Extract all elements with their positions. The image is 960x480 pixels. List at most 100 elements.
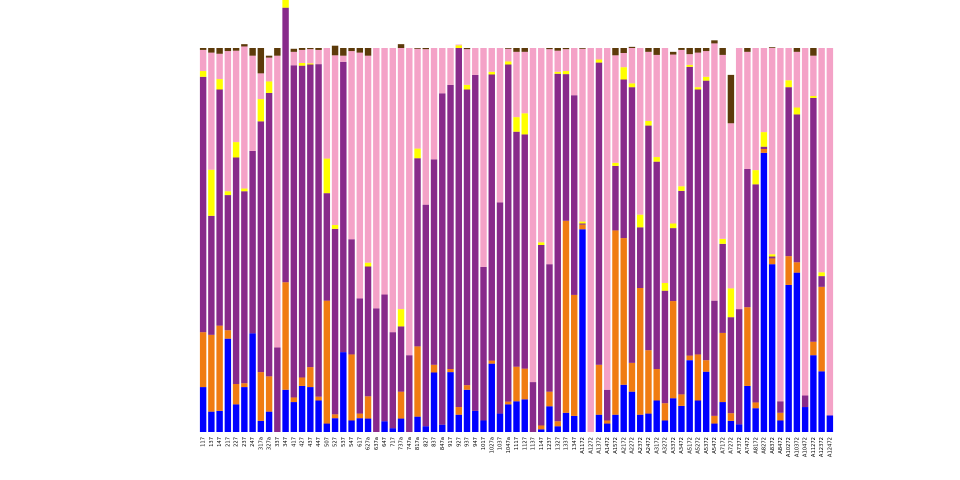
bar-segment-637a-s4: [373, 48, 380, 309]
bar-segment-A2172-s4: [620, 52, 627, 68]
bar-segment-737a-s2: [397, 326, 405, 392]
bar-segment-A2372-s3: [636, 214, 644, 228]
bar-segment-A7272-s1: [727, 413, 735, 421]
bar-segment-137-s1: [208, 334, 215, 412]
x-tick-label: A1572: [613, 437, 619, 454]
bar-segment-447-s5: [315, 48, 322, 50]
bar-segment-1117-s1: [513, 366, 520, 402]
bar-segment-A2372-s1: [636, 288, 644, 415]
bar-segment-1117-s3: [513, 117, 520, 132]
bar-segment-A12372-s4: [818, 48, 825, 273]
bar-segment-A8172-s2: [752, 184, 759, 403]
bar-segment-937-s1: [463, 385, 471, 390]
bar-segment-A8472-s1: [777, 412, 784, 421]
bar-segment-A3372-s4: [669, 54, 677, 224]
bar-segment-A8272-s1: [760, 148, 768, 153]
x-tick-label: 427: [300, 437, 306, 447]
bar-segment-1127-s3: [521, 113, 528, 135]
bar-segment-137-s3: [208, 169, 215, 216]
bar-segment-1117-s0: [513, 401, 520, 432]
bar-segment-A2272-s4: [628, 48, 636, 84]
bar-segment-A10372-s3: [793, 107, 801, 115]
bar-segment-437-s2: [307, 64, 314, 368]
x-tick-label: A5272: [696, 437, 702, 454]
bar-segment-1337-s4: [562, 49, 570, 72]
bar-segment-237-s0: [241, 387, 248, 432]
bar-segment-A1172-s2: [579, 223, 586, 225]
bar-segment-A2272-s3: [628, 83, 636, 88]
bar-segment-1117-s4: [513, 51, 520, 118]
bar-segment-447-s1: [315, 396, 322, 401]
bar-segment-817a-s1: [414, 346, 421, 417]
bar-segment-337-s4: [274, 55, 281, 348]
bar-segment-A7172-s4: [719, 54, 726, 239]
bar-segment-947-s4: [472, 48, 479, 75]
bar-segment-1347-s0: [571, 415, 578, 432]
bar-segment-1327-s4: [554, 50, 561, 72]
bar-segment-147-s1: [216, 325, 223, 411]
bar-segment-947-s2: [472, 74, 479, 411]
x-tick-label: 117: [201, 437, 207, 447]
bar-segment-1237-s4: [546, 49, 553, 265]
bar-segment-A2272-s0: [628, 391, 636, 432]
x-tick-label: 247: [250, 437, 256, 447]
x-tick-label: 1127: [522, 437, 528, 450]
bar-segment-147-s5: [216, 48, 223, 54]
x-tick-label: 1027a: [489, 437, 495, 453]
bar-segment-637a-s2: [373, 308, 380, 432]
bar-segment-A8172-s4: [752, 48, 759, 171]
bar-segment-427-s5: [298, 48, 306, 50]
bar-segment-1047a-s2: [505, 64, 512, 402]
bar-segment-117-s4: [199, 49, 207, 72]
bar-segment-647-s2: [381, 294, 388, 422]
bar-segment-627a-s2: [364, 266, 372, 397]
bar-segment-A8272-s0: [760, 152, 768, 432]
x-tick-label: 337: [275, 437, 281, 447]
x-tick-label: A3372: [671, 437, 677, 454]
bar-segment-1127-s5: [521, 48, 528, 52]
bar-segment-A7172-s2: [719, 243, 726, 333]
bar-segment-A1572-s2: [612, 165, 619, 231]
bar-segment-137-s2: [208, 215, 215, 335]
bar-segment-427-s2: [298, 65, 306, 378]
bar-segment-437-s1: [307, 367, 314, 388]
bar-segment-A12472-s0: [826, 415, 834, 432]
bar-segment-737a-s5: [397, 44, 405, 48]
bar-segment-227-s0: [232, 404, 240, 432]
x-tick-label: A5172: [687, 437, 693, 454]
x-tick-label: A3172: [654, 437, 660, 454]
bar-segment-1047a-s4: [505, 48, 512, 62]
bar-segment-A10372-s2: [793, 114, 801, 263]
bar-segment-A10472-s2: [801, 395, 809, 408]
bar-segment-417-s5: [290, 48, 298, 52]
bar-segment-317a-s0: [257, 420, 265, 432]
bar-segment-1027a-s0: [488, 363, 495, 432]
bar-segment-1337-s5: [562, 48, 570, 50]
bar-segment-417-s4: [290, 51, 298, 66]
bar-segment-A3272-s0: [661, 420, 669, 432]
bar-segment-A3172-s4: [653, 54, 660, 158]
bar-segment-547-s1: [348, 354, 355, 421]
x-tick-label: 847a: [440, 437, 446, 450]
x-tick-label: 1147: [539, 437, 545, 450]
x-tick-label: 527: [333, 437, 339, 447]
bar-segment-A10272-s3: [785, 80, 792, 88]
bar-segment-1337-s1: [562, 220, 570, 413]
bar-segment-A2172-s5: [620, 48, 627, 53]
bar-segment-1037-s2: [496, 202, 504, 414]
bar-segment-1047a-s5: [505, 48, 512, 49]
bar-segment-A7372-s0: [735, 424, 743, 432]
bar-segment-A1472-s2: [604, 389, 611, 421]
bar-segment-A2472-s3: [645, 120, 652, 126]
bar-segment-617-s4: [356, 52, 364, 299]
bar-segment-A7272-s2: [727, 317, 735, 414]
bar-segment-A5272-s5: [694, 48, 702, 53]
bar-segment-327a-s1: [265, 376, 273, 412]
bar-segment-A5472-s4: [711, 43, 718, 301]
x-tick-label: 147: [217, 437, 223, 447]
bar-segment-1237-s2: [546, 264, 553, 392]
bar-segment-507-s4: [323, 48, 331, 159]
x-tick-label: A7372: [737, 437, 743, 454]
bar-segment-A8372-s0: [768, 264, 776, 432]
bar-segment-917-s4: [447, 48, 454, 85]
